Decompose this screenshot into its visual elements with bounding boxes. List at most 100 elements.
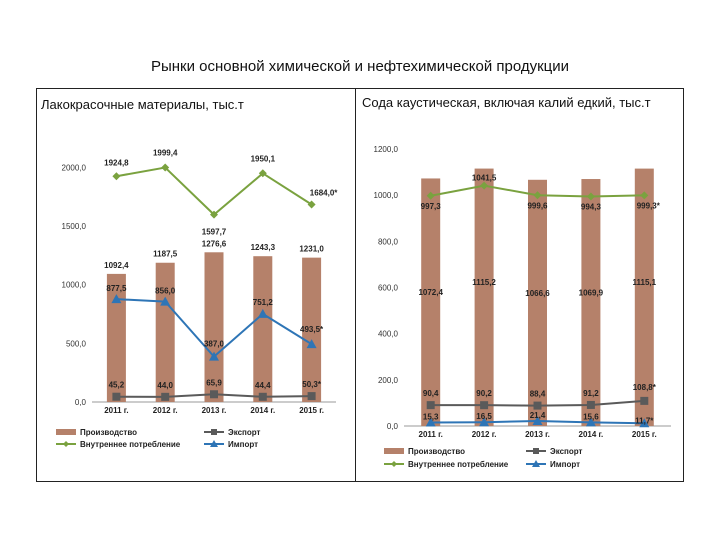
import-point: [425, 417, 436, 427]
x-tick-label: 2013 г.: [525, 430, 550, 439]
import-point: [111, 294, 122, 304]
y-tick-label: 1000,0: [62, 281, 87, 290]
export-point: [480, 401, 489, 410]
production-bar-label: 1072,4: [418, 288, 443, 297]
y-tick-label: 500,0: [66, 339, 87, 348]
import-label: 11,7*: [635, 416, 654, 425]
y-tick-label: 800,0: [378, 237, 399, 246]
production-bar: [204, 252, 224, 402]
import-label: 493,5*: [300, 325, 324, 334]
consumption-label: 999,6: [527, 201, 548, 210]
x-tick-label: 2015 г.: [632, 430, 657, 439]
x-tick-label: 2012 г.: [153, 406, 178, 415]
export-point: [533, 401, 542, 410]
consumption-label: 1684,0*: [310, 189, 338, 198]
chart-caustic-soda: 0,0 200,0 400,0 600,0 800,0 1000,0 1200,0 1072,…: [374, 145, 671, 469]
consumption-point: [258, 169, 267, 178]
import-point: [257, 308, 268, 318]
legend-label: Производство: [408, 447, 465, 456]
import-point: [479, 417, 490, 427]
production-bar-label: 1243,3: [251, 243, 276, 252]
import-label: 856,0: [155, 287, 176, 296]
consumption-label: 1924,8: [104, 158, 129, 167]
consumption-label: 1999,4: [153, 149, 178, 158]
production-bar: [421, 178, 441, 426]
legend-label: Экспорт: [228, 428, 261, 437]
y-tick-label: 1000,0: [374, 191, 399, 200]
production-bar-label: 1115,1: [633, 278, 657, 287]
import-label: 751,2: [253, 298, 274, 307]
y-tick-label: 2000,0: [62, 163, 87, 172]
production-bar-label: 1092,4: [104, 261, 129, 270]
legend-marker: [211, 429, 217, 435]
import-point: [585, 417, 596, 427]
consumption-point: [161, 163, 170, 172]
x-tick-label: 2012 г.: [472, 430, 497, 439]
production-bar: [302, 257, 322, 402]
import-label: 15,3: [423, 412, 439, 421]
page-title: Рынки основной химической и нефтехимичес…: [150, 58, 570, 75]
consumption-label: 1041,5: [472, 174, 497, 183]
production-bar-label: 1187,5: [153, 250, 178, 259]
export-label: 88,4: [530, 390, 546, 399]
consumption-point: [640, 191, 649, 200]
consumption-label: 1950,1: [251, 154, 276, 163]
export-point: [307, 392, 316, 401]
legend-marker: [210, 440, 218, 447]
consumption-point: [586, 192, 595, 201]
consumption-point: [533, 191, 542, 200]
production-bar-label: 1276,6: [202, 239, 227, 248]
export-point: [258, 392, 267, 401]
import-label: 15,6: [583, 412, 599, 421]
export-label: 108,8*: [633, 383, 657, 392]
export-label: 50,3*: [302, 380, 322, 389]
export-label: 91,2: [583, 389, 599, 398]
production-bar: [106, 273, 126, 402]
import-label: 387,0: [204, 340, 225, 349]
export-label: 90,4: [423, 389, 439, 398]
consumption-line: [116, 166, 313, 216]
legend-label: Производство: [80, 428, 137, 437]
chart-title-caustic-soda: Сода каустическая, включая калий едкий, …: [362, 95, 651, 110]
import-label: 16,5: [476, 412, 492, 421]
chart-title-paints: Лакокрасочные материалы, тыс.т: [41, 97, 244, 112]
y-tick-label: 200,0: [378, 376, 399, 385]
export-point: [210, 390, 218, 399]
production-bar: [474, 168, 494, 427]
chart-paints: 0,0 500,0 1000,0 1500,0 2000,0 1092,4 1187,5 12…: [56, 149, 338, 449]
production-bar: [528, 179, 547, 426]
x-tick-label: 2015 г.: [299, 406, 324, 415]
y-tick-label: 1500,0: [62, 222, 87, 231]
import-point: [160, 296, 171, 306]
y-tick-label: 600,0: [378, 284, 399, 293]
legend-marker: [63, 441, 69, 447]
export-label: 45,2: [109, 381, 125, 390]
legend-label: Импорт: [228, 440, 258, 449]
consumption-point: [307, 200, 316, 209]
consumption-point: [480, 181, 489, 190]
export-label: 90,2: [476, 389, 492, 398]
export-point: [112, 392, 121, 401]
production-bar-label: 1066,6: [525, 289, 550, 298]
production-bar-label: 1069,9: [579, 288, 604, 297]
y-tick-label: 400,0: [378, 330, 399, 339]
x-tick-label: 2011 г.: [104, 406, 128, 415]
panel-divider: [355, 88, 356, 482]
legend-marker: [391, 461, 397, 467]
legend-swatch-production: [384, 448, 404, 454]
export-point: [640, 396, 649, 405]
x-tick-label: 2013 г.: [202, 406, 227, 415]
y-tick-label: 0,0: [75, 398, 87, 407]
legend-label: Экспорт: [550, 447, 583, 456]
import-point: [306, 339, 317, 349]
x-tick-label: 2011 г.: [419, 430, 443, 439]
export-point: [426, 401, 435, 410]
y-tick-label: 1200,0: [374, 145, 399, 154]
legend-swatch-production: [56, 429, 76, 435]
import-point: [639, 418, 650, 428]
export-label: 65,9: [206, 378, 222, 387]
export-label: 44,4: [255, 381, 271, 390]
consumption-label: 999,3*: [637, 201, 661, 210]
legend-label: Внутреннее потребление: [408, 460, 509, 469]
import-point: [209, 351, 219, 361]
